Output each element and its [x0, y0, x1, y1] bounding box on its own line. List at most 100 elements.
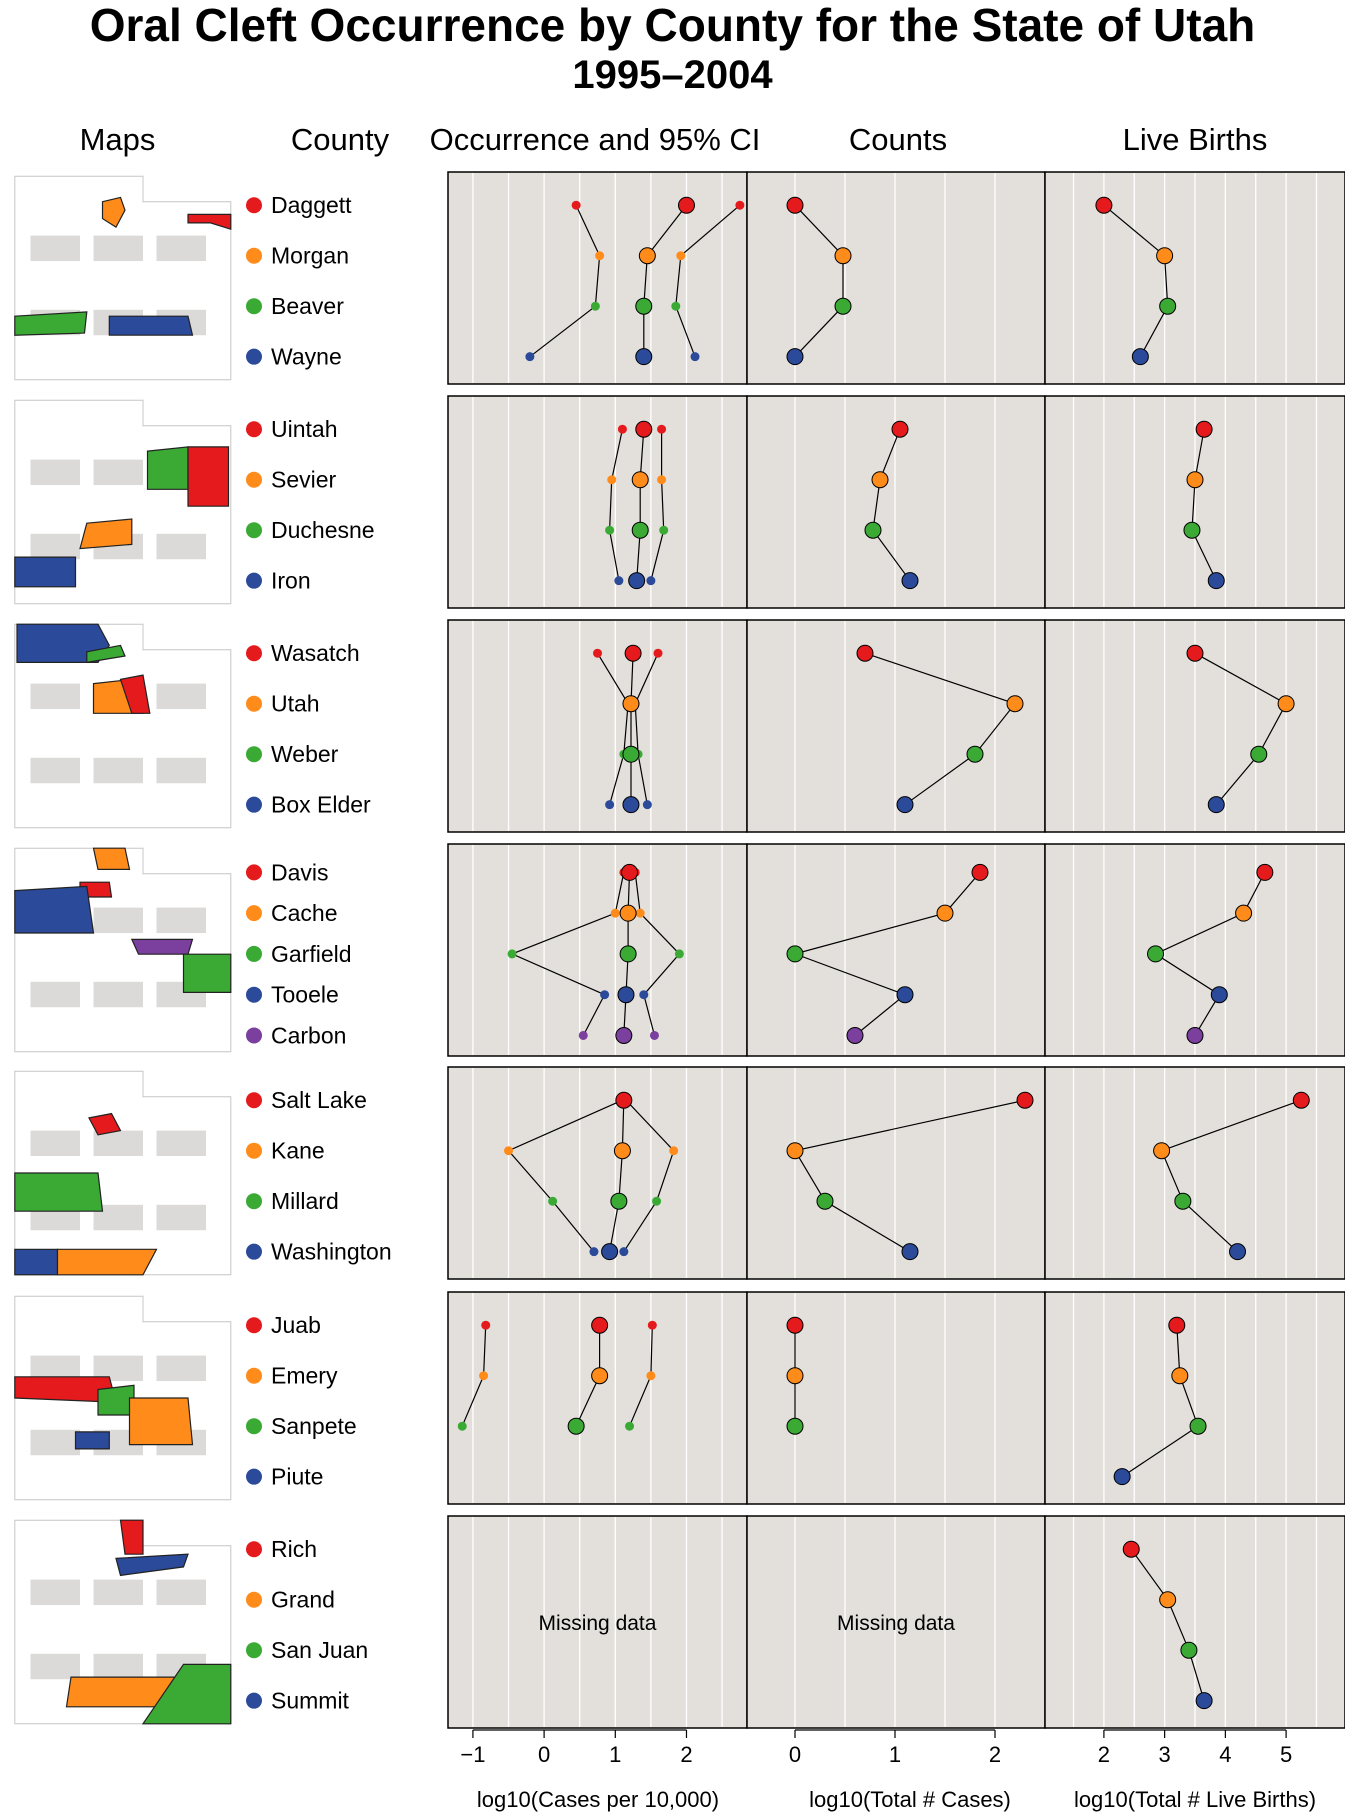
map-group [14, 175, 232, 381]
county-label: Washington [271, 1239, 392, 1265]
map-county-highlight [97, 1384, 135, 1416]
occurrence-point [619, 945, 637, 963]
map-county-highlight [119, 674, 151, 714]
ci-lower-point [614, 576, 624, 586]
county-color-dot [246, 986, 262, 1003]
count-point [896, 796, 914, 814]
occurrence-point [628, 572, 646, 590]
map-county-highlight [14, 885, 95, 934]
chart-subtitle: 1995–2004 [572, 53, 773, 97]
map-county-highlight [56, 1248, 158, 1276]
count-point [786, 1367, 804, 1385]
map-county-background [156, 757, 206, 784]
county-label: Duchesne [271, 517, 375, 543]
county-color-dot [246, 1092, 262, 1109]
map-county-highlight [79, 518, 133, 550]
map-group [14, 623, 232, 829]
counts-line [864, 652, 1017, 806]
ci-lower-point [595, 251, 605, 261]
panel-frame [746, 1066, 1046, 1280]
county-label: Uintah [271, 416, 337, 442]
map-county-highlight [101, 196, 126, 228]
ci-upper-point [646, 1371, 656, 1381]
births-point [1207, 572, 1225, 590]
occurrence-point [610, 1192, 628, 1210]
ci-upper-point [619, 1247, 629, 1257]
occurrence-point [591, 1316, 609, 1334]
map-county-highlight [14, 556, 77, 588]
births-point [1183, 521, 1201, 539]
county-color-dot [246, 1317, 262, 1334]
county-color-dot [246, 1367, 262, 1384]
ci-lower-point [590, 301, 600, 311]
map-county-highlight [119, 1519, 144, 1555]
county-label: Summit [271, 1688, 350, 1714]
occurrence-line [630, 653, 634, 805]
ci-upper-point [669, 1146, 679, 1156]
count-point [786, 1417, 804, 1435]
county-color-dot [246, 1027, 262, 1044]
map-state-outline [14, 847, 232, 1053]
county-label: Juab [271, 1312, 321, 1338]
map-county-highlight [86, 644, 126, 664]
count-point [896, 986, 914, 1004]
ci-lower-line [608, 429, 623, 581]
births-point [1195, 420, 1213, 438]
occurrence-line [643, 204, 687, 357]
map-county-highlight [108, 315, 194, 336]
county-label: Rich [271, 1536, 317, 1562]
ci-lower-point [593, 648, 602, 658]
count-point [971, 863, 989, 881]
missing-data-label: Missing data [539, 1612, 657, 1635]
x-tick-label: 2 [989, 1742, 1001, 1767]
county-color-dot [246, 1642, 262, 1659]
column-header-maps: Maps [79, 122, 156, 157]
occurrence-point [613, 1142, 631, 1160]
county-label: Kane [271, 1138, 325, 1164]
county-label: Box Elder [271, 792, 371, 818]
county-color-dot [246, 796, 262, 813]
occurrence-point [601, 1243, 619, 1261]
county-color-dot [246, 1193, 262, 1210]
births-line [1194, 652, 1287, 806]
occurrence-point [631, 471, 649, 489]
count-point [834, 297, 852, 315]
ci-upper-point [649, 1030, 659, 1040]
missing-data-label: Missing data [837, 1612, 955, 1635]
county-label: Millard [271, 1188, 339, 1214]
map-county-background [93, 1130, 143, 1157]
map-county-highlight [182, 953, 232, 994]
map-county-background [30, 533, 80, 560]
occurrence-point [619, 904, 637, 922]
county-label: Carbon [271, 1022, 346, 1048]
ci-lower-point [607, 475, 617, 485]
ci-lower-point [457, 1421, 467, 1431]
ci-upper-point [635, 908, 645, 918]
births-point [1186, 471, 1204, 489]
county-color-dot [246, 1692, 262, 1709]
map-county-highlight [128, 1397, 194, 1446]
births-point [1229, 1243, 1247, 1261]
x-tick-label: 0 [538, 1742, 550, 1767]
x-tick-label: 2 [1098, 1742, 1110, 1767]
occurrence-point [677, 196, 695, 214]
map-group [14, 1295, 232, 1501]
occurrence-point [615, 1091, 633, 1109]
x-axis-label-counts: log10(Total # Cases) [809, 1787, 1011, 1812]
births-point [1186, 1026, 1204, 1044]
map-county-background [156, 907, 206, 934]
ci-upper-line [634, 652, 659, 805]
ci-lower-point [504, 1146, 514, 1156]
map-county-highlight [187, 446, 230, 507]
map-county-background [30, 1579, 80, 1606]
county-color-dot [246, 197, 262, 214]
ci-upper-point [735, 200, 745, 210]
county-label: Garfield [271, 941, 352, 967]
births-point [1235, 904, 1253, 922]
births-point [1095, 196, 1113, 214]
births-point [1156, 247, 1174, 265]
county-label: Salt Lake [271, 1087, 367, 1113]
map-county-highlight [141, 1663, 232, 1725]
x-tick-label: −1 [460, 1742, 485, 1767]
occurrence-point [631, 521, 649, 539]
